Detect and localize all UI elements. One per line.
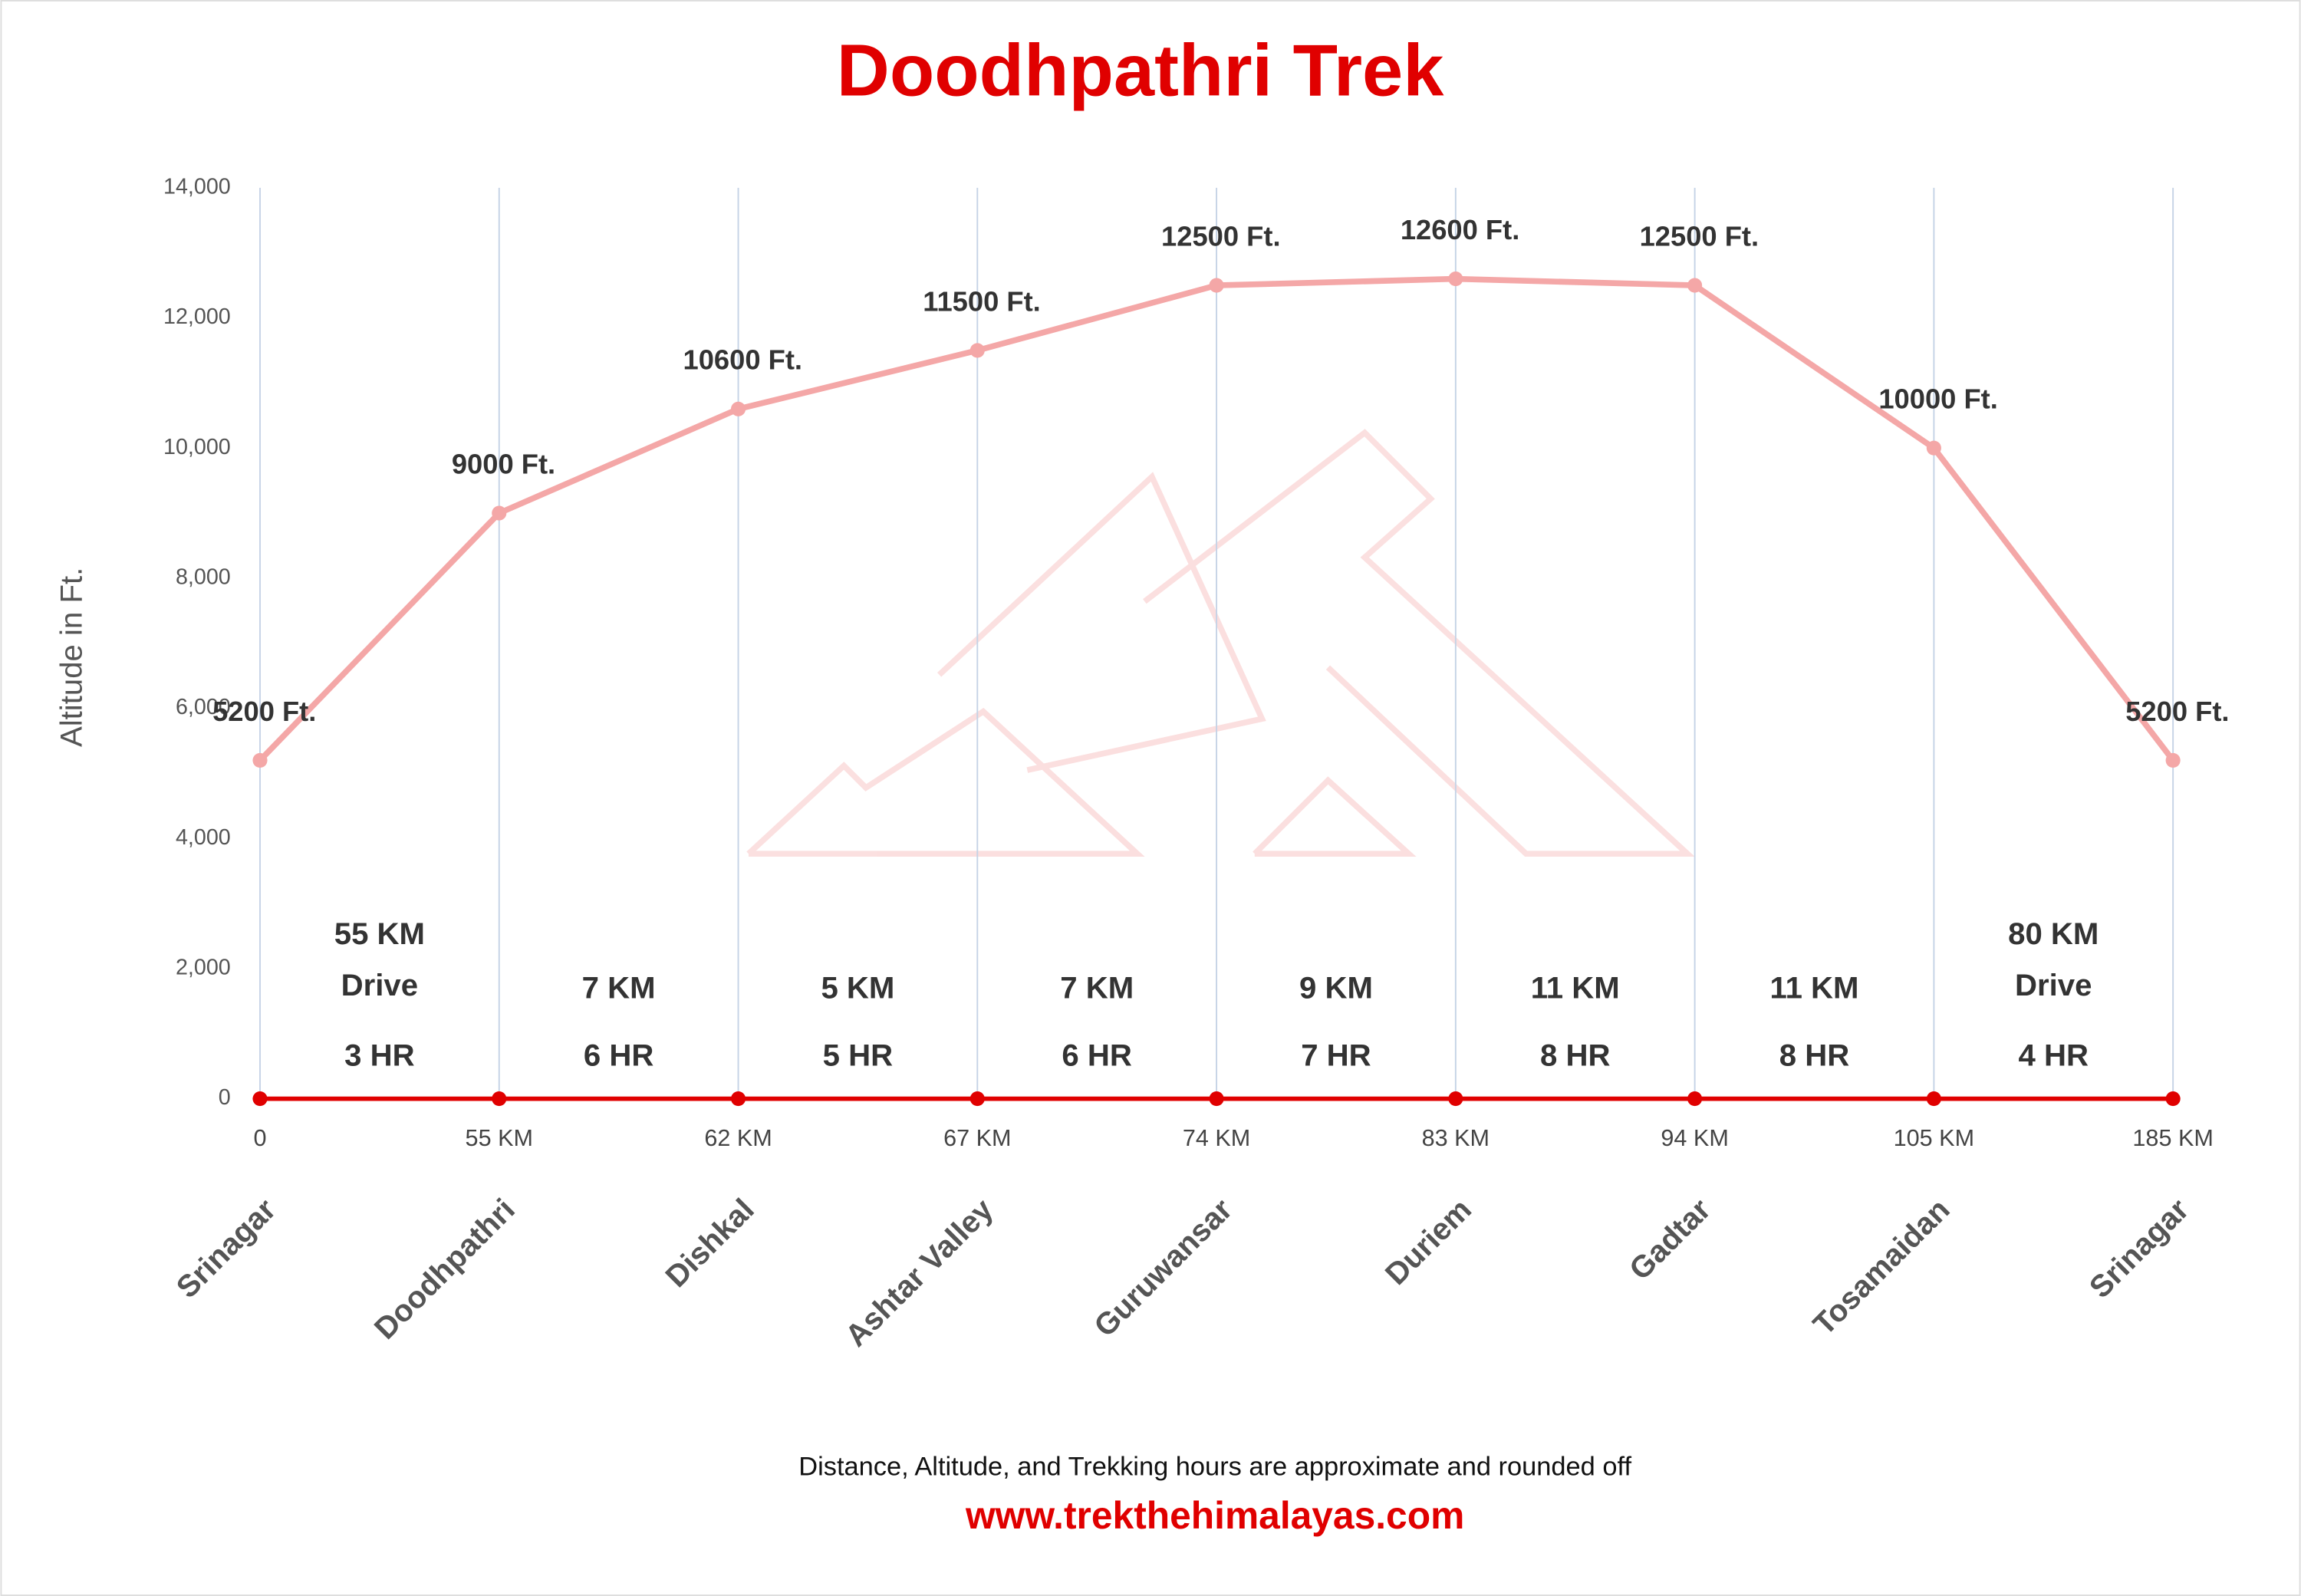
y-tick-label: 12,000 [163,304,231,329]
x-distance-label: 74 KM [1183,1125,1250,1151]
y-tick-label: 6,000 [176,695,231,719]
data-label: 11500 Ft. [923,285,1041,317]
data-point [1209,1091,1224,1107]
data-point [1687,278,1703,293]
y-tick-label: 10,000 [163,435,231,459]
y-tick-label: 0 [219,1085,231,1110]
segment-label: 11 KM [1531,971,1620,1005]
data-label: 12500 Ft. [1640,220,1759,252]
segment-label: 5 KM [821,971,894,1005]
segment-label: 8 HR [1779,1038,1850,1073]
watermark [746,429,1695,857]
data-point [2165,1091,2181,1107]
segment-label: 3 HR [344,1038,415,1073]
x-distance-label: 62 KM [704,1125,772,1151]
segment-label: 11 KM [1769,971,1858,1005]
segment-label: 4 HR [2019,1038,2089,1073]
data-point [492,505,507,521]
x-distance-label: 94 KM [1661,1125,1728,1151]
segment-label: Drive [341,968,418,1002]
data-label: 9000 Ft. [452,448,555,479]
segment-label: 80 KM [2008,916,2099,951]
data-point [492,1091,507,1107]
data-label: 5200 Ft. [2125,696,2229,727]
chart-title: Doodhpathri Trek [837,30,1444,112]
segment-label: 7 KM [1060,971,1134,1005]
data-point [730,1091,746,1107]
data-point [969,343,985,358]
y-tick-label: 4,000 [176,825,231,850]
y-axis-label: Altitude in Ft. [54,568,89,747]
segment-label: Drive [2015,968,2092,1002]
data-point [1209,278,1224,293]
segment-label: 6 HR [1062,1038,1132,1073]
footnote: Distance, Altitude, and Trekking hours a… [798,1453,1631,1482]
data-point [1448,271,1463,287]
y-tick-label: 2,000 [176,955,231,979]
x-distance-label: 0 [253,1125,266,1151]
data-point [1687,1091,1703,1107]
x-distance-label: 55 KM [466,1125,533,1151]
segment-label: 6 HR [584,1038,654,1073]
data-point [730,401,746,416]
data-point [1926,440,1941,456]
segment-label: 5 HR [823,1038,894,1073]
data-point [1926,1091,1941,1107]
segment-label: 7 HR [1301,1038,1371,1073]
data-label: 5200 Ft. [212,696,316,727]
data-label: 12600 Ft. [1401,214,1520,245]
website: www.trekthehimalayas.com [965,1494,1464,1537]
segment-label: 8 HR [1540,1038,1611,1073]
data-label: 12500 Ft. [1161,220,1281,252]
x-distance-label: 67 KM [943,1125,1011,1151]
segment-label: 7 KM [582,971,656,1005]
data-label: 10000 Ft. [1878,383,1997,415]
x-distance-label: 185 KM [2132,1125,2213,1151]
data-point [969,1091,985,1107]
data-point [1448,1091,1463,1107]
data-label: 10600 Ft. [683,344,802,376]
y-tick-label: 14,000 [163,174,231,199]
y-tick-label: 8,000 [176,564,231,589]
x-distance-label: 83 KM [1422,1125,1490,1151]
x-distance-label: 105 KM [1894,1125,1974,1151]
data-point [252,752,268,768]
segment-label: 9 KM [1299,971,1373,1005]
data-point [252,1091,268,1107]
segment-label: 55 KM [334,916,425,951]
data-point [2165,752,2181,768]
